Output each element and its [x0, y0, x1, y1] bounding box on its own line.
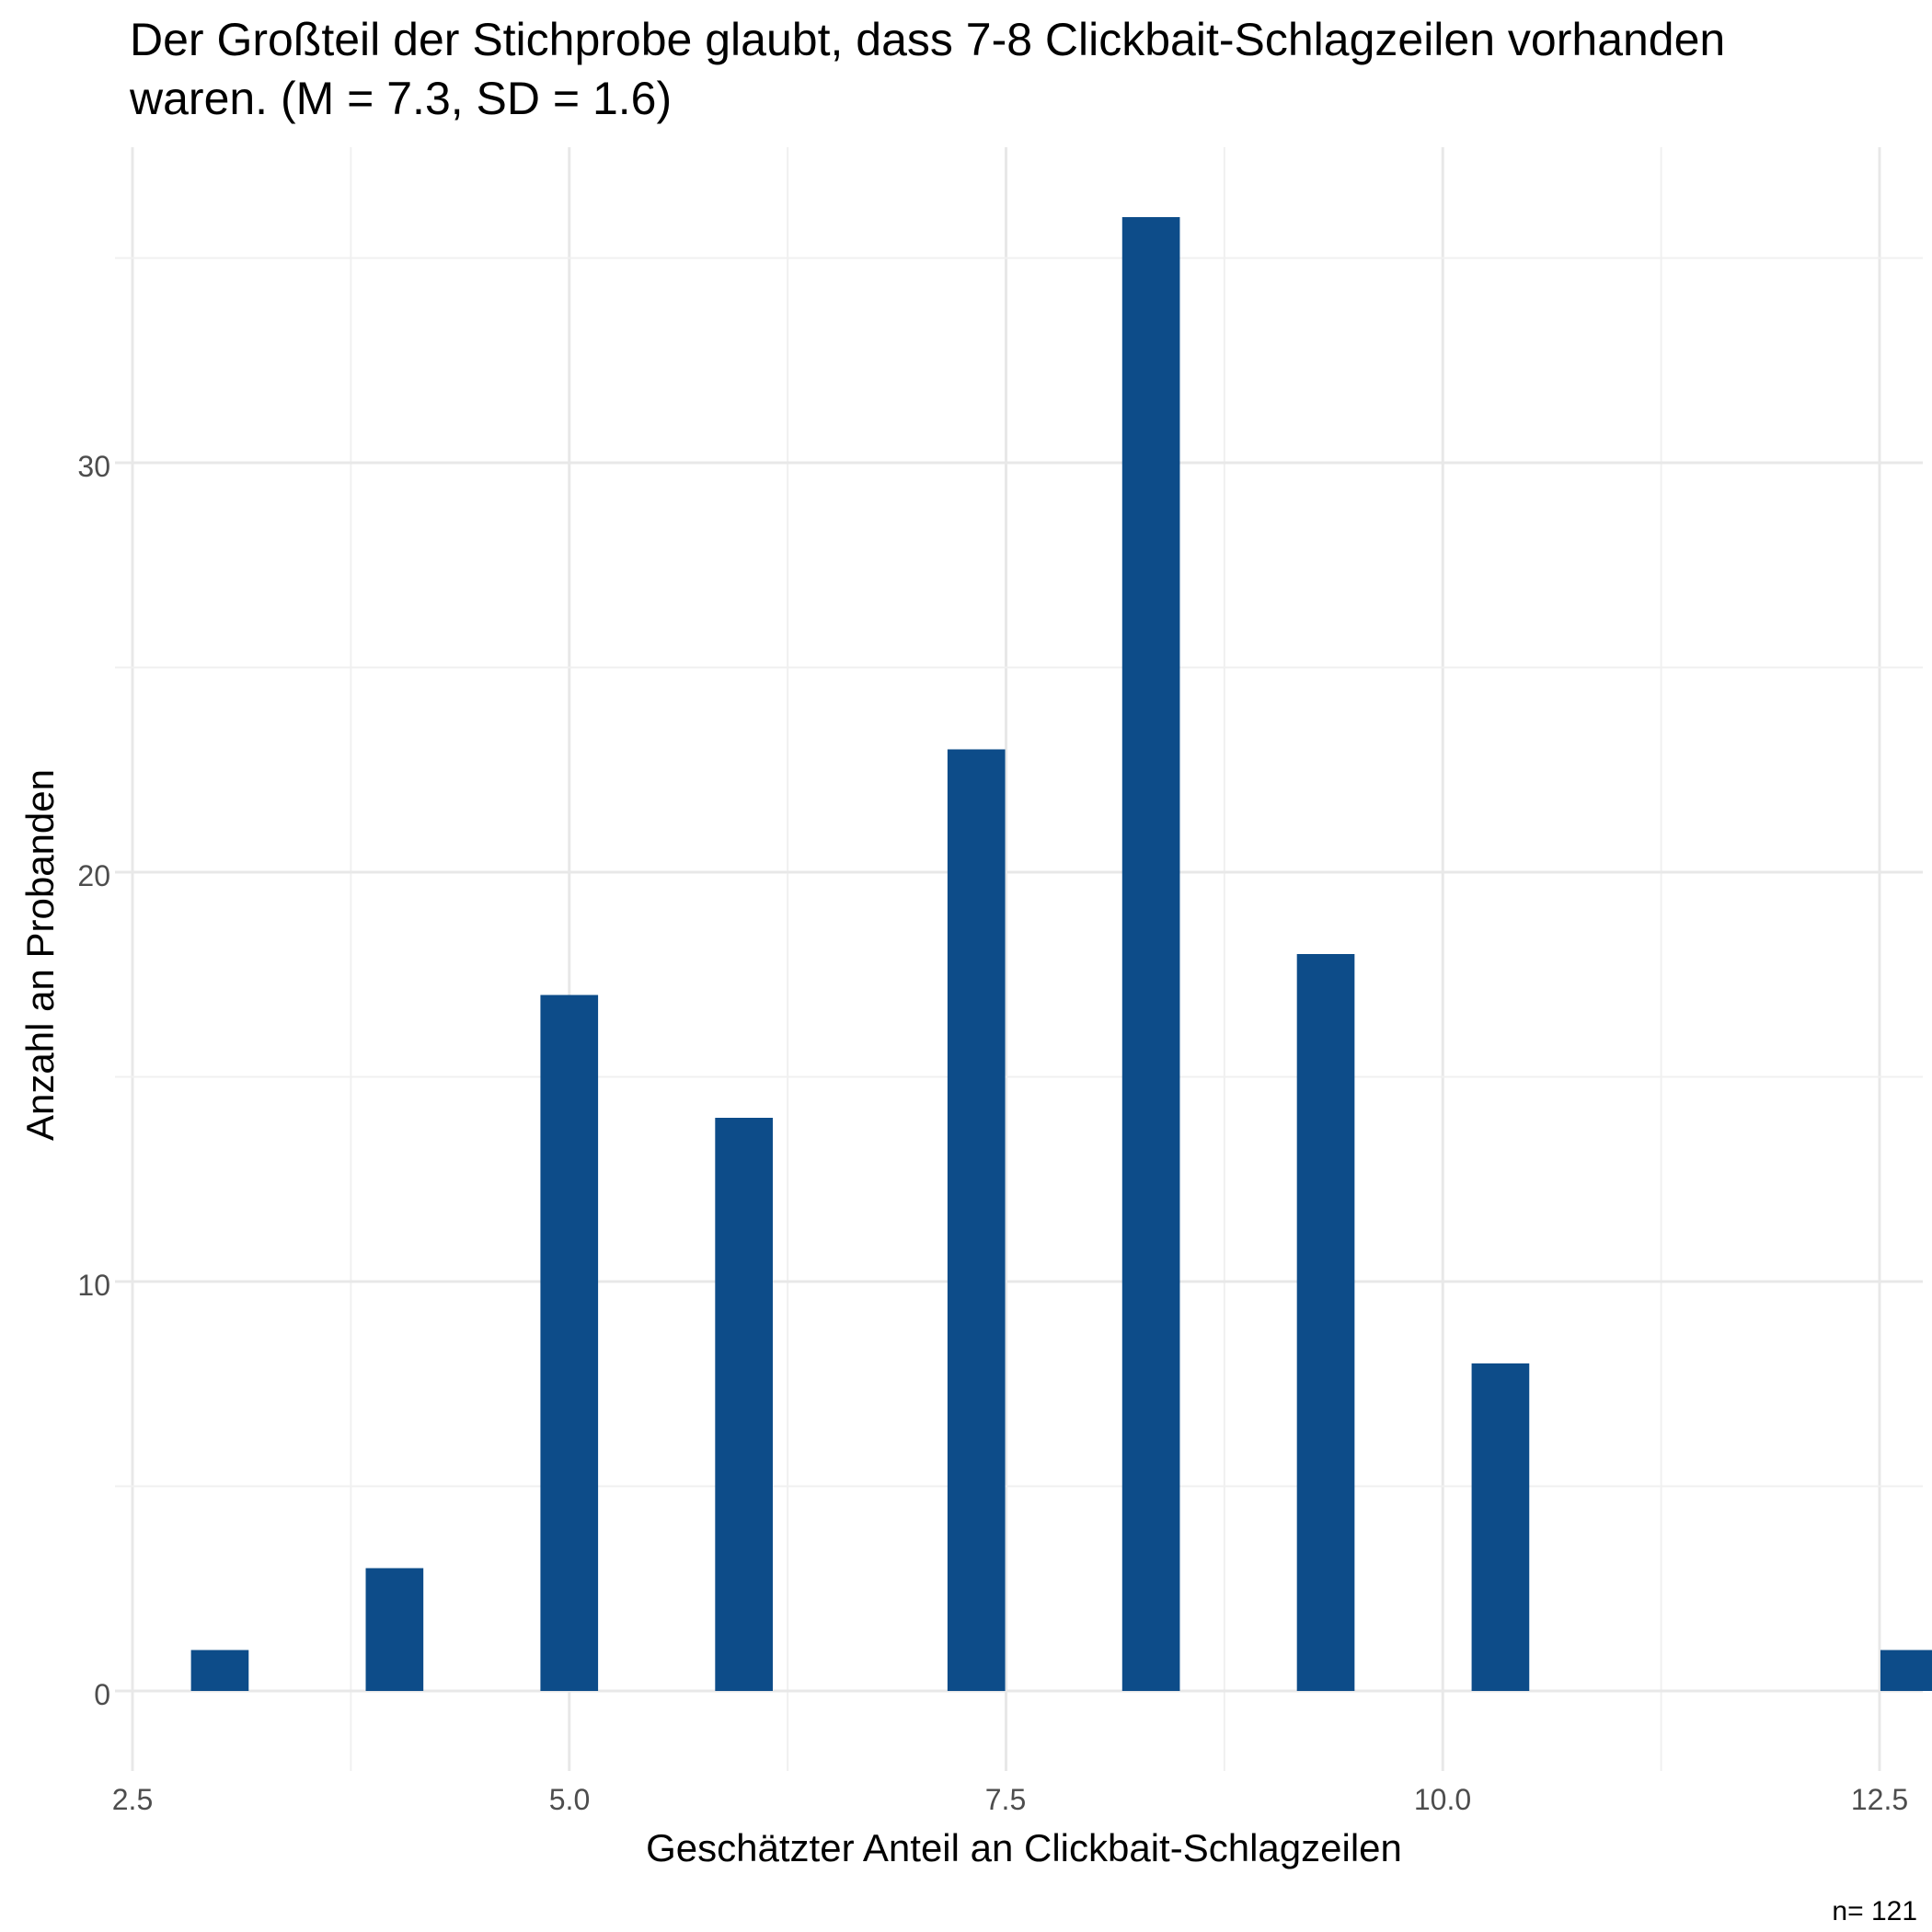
- chart-title-line-1: Der Großteil der Stichprobe glaubt, dass…: [130, 14, 1725, 65]
- x-tick-label: 10.0: [1414, 1783, 1471, 1816]
- x-tick-label: 2.5: [112, 1783, 153, 1816]
- x-tick-labels: 2.5 5.0 7.5 10.0 12.5: [112, 1783, 1908, 1816]
- histogram-bar: [1296, 954, 1355, 1691]
- sample-size-caption: n= 121: [1832, 1896, 1917, 1926]
- histogram-bar: [1121, 217, 1180, 1691]
- histogram-bar: [540, 995, 599, 1691]
- y-tick-label: 20: [77, 859, 110, 892]
- x-tick-label: 12.5: [1851, 1783, 1908, 1816]
- chart-title-line-2: waren. (M = 7.3, SD = 1.6): [129, 73, 672, 124]
- y-axis-title: Anzahl an Probanden: [18, 769, 62, 1141]
- y-tick-label: 0: [94, 1678, 110, 1711]
- y-tick-label: 10: [77, 1269, 110, 1302]
- x-tick-label: 5.0: [549, 1783, 590, 1816]
- histogram-bar: [190, 1650, 249, 1691]
- grid-lines: [115, 147, 1923, 1771]
- bars: [190, 217, 1932, 1691]
- histogram-bar: [947, 749, 1006, 1691]
- y-tick-label: 30: [77, 450, 110, 483]
- histogram-bar: [365, 1568, 424, 1691]
- histogram-bar: [715, 1118, 773, 1691]
- x-axis-title: Geschätzter Anteil an Clickbait-Schlagze…: [646, 1826, 1402, 1869]
- x-tick-label: 7.5: [985, 1783, 1026, 1816]
- y-tick-labels: 0 10 20 30: [77, 450, 110, 1711]
- histogram-bar: [1880, 1650, 1932, 1691]
- histogram-bar: [1471, 1363, 1530, 1691]
